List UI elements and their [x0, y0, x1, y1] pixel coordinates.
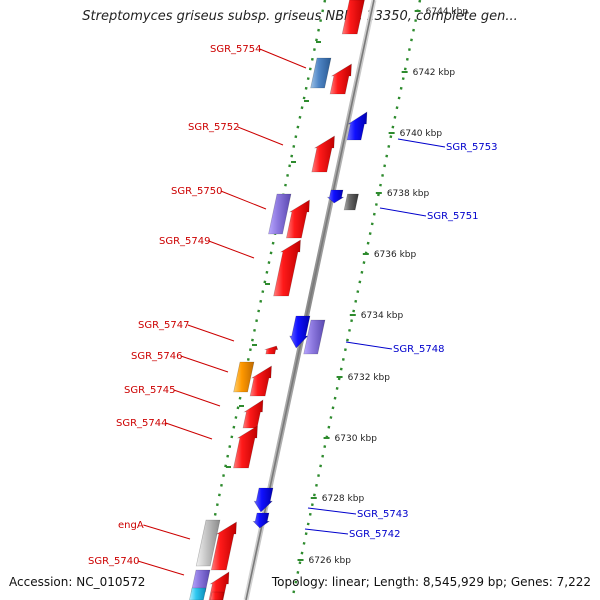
gene-box[interactable] [189, 587, 207, 600]
leader-line-sgr-5746 [180, 355, 229, 373]
gene-label-sgr-5743[interactable]: SGR_5743 [357, 509, 409, 520]
gene-arrow[interactable] [329, 63, 352, 95]
scale-tick-label: 6730 kbp [335, 434, 378, 444]
leader-line-sgr-5745 [173, 389, 221, 407]
gene-label-sgr-5748[interactable]: SGR_5748 [393, 344, 445, 355]
gene-arrow-sgr-5751[interactable] [326, 189, 345, 204]
accession-text: Accession: NC_010572 [9, 575, 146, 589]
gene-arrow[interactable] [209, 591, 225, 600]
gene-arrow-sgr-5746[interactable] [249, 365, 272, 397]
leader-line-sgr-5752 [237, 126, 284, 146]
gene-arrow[interactable] [311, 135, 335, 173]
scale-tick-label: 6728 kbp [322, 494, 365, 504]
gene-label-sgr-5740[interactable]: SGR_5740 [88, 556, 140, 567]
gene-arrow-sgr-5742[interactable] [252, 512, 271, 529]
gene-label-sgr-5746[interactable]: SGR_5746 [131, 351, 183, 362]
gene-arrow-sgr-5745[interactable] [242, 399, 264, 429]
leader-line-sgr-5743 [307, 507, 357, 515]
scale-tick-label: 6732 kbp [348, 373, 391, 383]
scale-tick-label: 6738 kbp [387, 189, 430, 199]
scale-tick-label: 6744 kbp [426, 7, 469, 17]
gene-label-sgr-5753[interactable]: SGR_5753 [446, 142, 498, 153]
scale-tick-label: 6740 kbp [400, 129, 443, 139]
gene-box-sgr-5754[interactable] [310, 57, 332, 89]
leader-line-sgr-5742 [304, 528, 349, 535]
gene-arrow-sgr-5749[interactable] [273, 239, 301, 297]
gene-arrow-sgr-5747[interactable] [264, 345, 279, 355]
gene-label-sgr-5749[interactable]: SGR_5749 [159, 236, 211, 247]
gene-label-sgr-5754[interactable]: SGR_5754 [210, 44, 262, 55]
scale-tick-label: 6736 kbp [374, 250, 417, 260]
gene-arrow-sgr-5753[interactable] [346, 111, 368, 141]
scale-tick-label: 6742 kbp [413, 68, 456, 78]
gene-box-sgr-5746[interactable] [233, 361, 255, 393]
leader-line-sgr-5753 [397, 138, 446, 148]
gene-box-sgr-5740[interactable] [190, 569, 211, 593]
scale-tick-label: 6726 kbp [309, 556, 352, 566]
gene-box-sgr-5751[interactable] [343, 193, 359, 211]
gene-box-sgr-5750[interactable] [268, 193, 292, 235]
gene-arrow[interactable] [341, 0, 365, 35]
leader-line-sgr-5740 [137, 560, 185, 576]
gene-arrow-sgr-5744[interactable] [233, 425, 258, 469]
gene-arrow-sgr-5750[interactable] [286, 199, 310, 239]
left-track-ticks [213, 41, 321, 529]
leader-line-sgr-5749 [208, 240, 255, 259]
leader-line-sgr-5751 [379, 207, 427, 217]
gene-label-sgr-5751[interactable]: SGR_5751 [427, 211, 479, 222]
gene-box-enga[interactable] [195, 519, 221, 567]
gene-label-sgr-5745[interactable]: SGR_5745 [124, 385, 176, 396]
gene-label-sgr-5750[interactable]: SGR_5750 [171, 186, 223, 197]
gene-label-sgr-5747[interactable]: SGR_5747 [138, 320, 190, 331]
gene-label-sgr-5744[interactable]: SGR_5744 [116, 418, 168, 429]
leader-line-sgr-5750 [220, 190, 267, 210]
leader-line-sgr-5754 [259, 48, 307, 69]
gene-label-sgr-5752[interactable]: SGR_5752 [188, 122, 240, 133]
scale-tick-label: 6734 kbp [361, 311, 404, 321]
leader-line-sgr-5747 [187, 324, 235, 342]
gene-box-sgr-5748[interactable] [303, 319, 326, 355]
genome-summary: Topology: linear; Length: 8,545,929 bp; … [271, 575, 591, 589]
gene-label-sgr-5742[interactable]: SGR_5742 [349, 529, 401, 540]
leader-line-enga [143, 524, 191, 540]
leader-line-sgr-5744 [165, 422, 213, 440]
gene-arrow-sgr-5743[interactable] [253, 487, 274, 513]
leader-line-sgr-5748 [345, 341, 393, 350]
gene-label-enga[interactable]: engA [118, 520, 144, 531]
genome-title: Streptomyces griseus subsp. griseus NBRC… [82, 9, 518, 24]
gene-arrow-enga[interactable] [210, 521, 237, 571]
gene-arrow-sgr-5748[interactable] [289, 315, 311, 349]
